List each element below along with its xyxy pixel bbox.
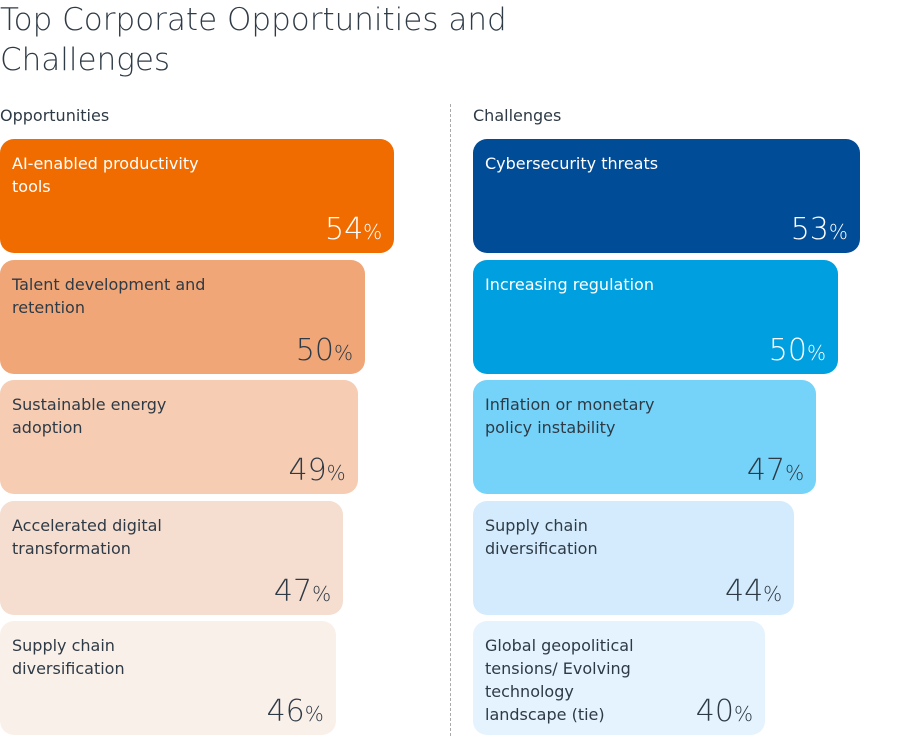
bar-label: Supply chain diversification	[485, 515, 598, 558]
value-number: 47	[273, 573, 313, 609]
column-divider	[450, 104, 451, 736]
bar-label: Increasing regulation	[485, 274, 654, 294]
percent-sign: %	[326, 461, 346, 485]
value-number: 49	[288, 453, 327, 488]
bar-value: 47%	[747, 453, 804, 488]
percent-sign: %	[785, 461, 805, 485]
percent-sign: %	[333, 340, 353, 365]
bar-challenges-1: Cybersecurity threats 53%	[473, 139, 860, 253]
value-number: 53	[790, 212, 829, 247]
challenges-heading: Challenges	[473, 106, 562, 125]
bar-challenges-3: Inflation or monetary policy instability…	[473, 380, 817, 494]
bar-opportunities-3: Sustainable energy adoption 49%	[0, 380, 358, 494]
bar-label: Cybersecurity threats	[485, 154, 659, 173]
bar-opportunities-1: AI-enabled productivity tools 54%	[0, 139, 395, 253]
value-number: 46	[266, 694, 305, 729]
bar-value: 54%	[325, 212, 382, 247]
chart-title: Top Corporate Opportunities and Challeng…	[0, 2, 507, 78]
percent-sign: %	[304, 702, 324, 726]
value-number: 50	[768, 332, 807, 368]
value-number: 50	[295, 332, 334, 368]
bar-value: 50%	[296, 333, 353, 368]
bar-opportunities-5: Supply chain diversification 46%	[0, 621, 336, 735]
percent-sign: %	[763, 581, 783, 606]
bar-label: Supply chain diversification	[12, 636, 125, 678]
bar-opportunities-2: Talent development and retention 50%	[0, 259, 365, 374]
value-number: 47	[746, 453, 786, 488]
bar-value: 46%	[267, 694, 324, 729]
percent-sign: %	[733, 702, 753, 726]
bar-challenges-4: Supply chain diversification 44%	[473, 500, 795, 615]
bar-label: Sustainable energy adoption	[12, 395, 167, 437]
bar-label: AI-enabled productivity tools	[12, 154, 199, 196]
percent-sign: %	[828, 220, 848, 244]
bar-value: 40%	[696, 694, 753, 729]
percent-sign: %	[312, 581, 332, 606]
bar-label: Accelerated digital transformation	[12, 515, 162, 558]
bar-value: 50%	[769, 333, 826, 368]
bar-value: 49%	[288, 453, 345, 488]
bar-challenges-5: Global geopolitical tensions/ Evolving t…	[473, 621, 765, 735]
bar-value: 44%	[725, 574, 782, 609]
value-number: 44	[724, 573, 764, 609]
bar-label: Inflation or monetary policy instability	[485, 395, 655, 437]
value-number: 54	[324, 212, 364, 247]
bar-opportunities-4: Accelerated digital transformation 47%	[0, 500, 344, 615]
bar-value: 47%	[274, 574, 331, 609]
percent-sign: %	[806, 340, 826, 365]
bar-label: Talent development and retention	[12, 274, 206, 317]
bar-label: Global geopolitical tensions/ Evolving t…	[485, 636, 634, 724]
value-number: 40	[695, 694, 734, 729]
opportunities-heading: Opportunities	[0, 106, 110, 125]
percent-sign: %	[363, 220, 383, 244]
bar-value: 53%	[791, 212, 848, 247]
bar-challenges-2: Increasing regulation 50%	[473, 259, 838, 374]
